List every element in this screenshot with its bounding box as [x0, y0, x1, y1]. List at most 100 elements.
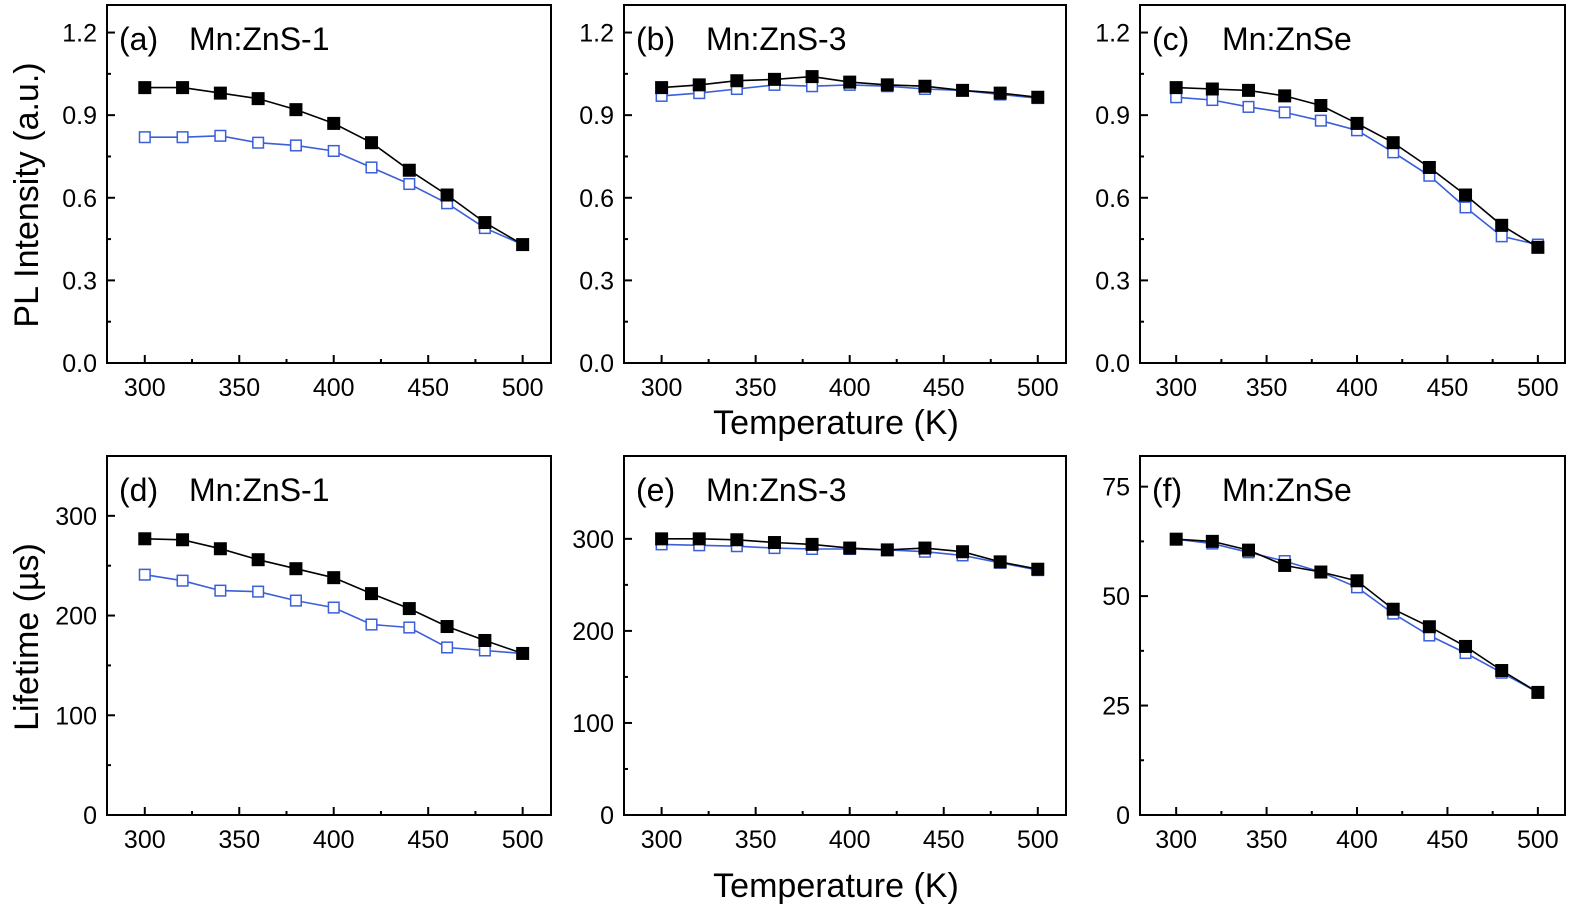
- y-tick-label: 75: [1102, 474, 1130, 502]
- y-tick-label: 0: [1116, 802, 1130, 830]
- y-tick-label: 200: [572, 618, 614, 646]
- chart-panel: 300 350 400 450 500 0 25 50 75 (f) Mn:ZnSe: [1102, 455, 1566, 854]
- y-tick-label: 0.9: [1095, 102, 1130, 130]
- y-tick-label: 0.0: [62, 350, 97, 378]
- data-point: [365, 136, 379, 150]
- data-point: [730, 74, 744, 88]
- y-tick-label: 25: [1102, 693, 1130, 721]
- x-tick-label: 450: [923, 826, 965, 854]
- data-point: [730, 533, 744, 547]
- data-point: [516, 238, 530, 252]
- x-tick-label: 350: [735, 826, 777, 854]
- data-point: [176, 574, 189, 587]
- data-point: [1350, 116, 1364, 130]
- x-tick-label: 300: [641, 374, 683, 402]
- data-point: [1495, 664, 1509, 678]
- data-point: [214, 129, 227, 142]
- series-line: [144, 538, 523, 655]
- x-tick-label: 450: [407, 826, 449, 854]
- data-point: [805, 70, 819, 84]
- y-tick-label: 100: [572, 710, 614, 738]
- y-tick-label: 0: [83, 802, 97, 830]
- data-point: [327, 116, 341, 130]
- data-point: [1459, 201, 1472, 214]
- data-point: [1386, 136, 1400, 150]
- data-point: [138, 131, 151, 144]
- data-point: [918, 79, 932, 93]
- data-point: [956, 83, 970, 97]
- x-axis-title-temperature-bottom: Temperature (K): [713, 867, 959, 905]
- data-point: [1495, 218, 1509, 232]
- data-point: [176, 81, 190, 95]
- panel-label: (f): [1152, 472, 1182, 508]
- panel-title: Mn:ZnS-1: [189, 21, 329, 57]
- y-tick-label: 0.6: [1095, 185, 1130, 213]
- y-tick-label: 0.3: [579, 267, 614, 295]
- data-point: [1459, 639, 1473, 653]
- data-point: [1386, 602, 1400, 616]
- data-point: [138, 81, 152, 95]
- x-tick-label: 450: [407, 374, 449, 402]
- x-tick-label: 400: [1336, 374, 1378, 402]
- data-point: [1314, 99, 1328, 113]
- data-point: [1205, 82, 1219, 96]
- x-tick-label: 400: [313, 374, 355, 402]
- data-point: [252, 585, 265, 598]
- data-point: [327, 601, 340, 614]
- data-point: [993, 86, 1007, 100]
- y-tick-label: 0.0: [1095, 350, 1130, 378]
- data-point: [478, 633, 492, 647]
- data-point: [440, 188, 454, 202]
- data-point: [365, 161, 378, 174]
- data-point: [402, 602, 416, 616]
- data-point: [365, 618, 378, 631]
- chart-panel: 300 350 400 450 500 0.0 0.3 0.6 0.9 1.2 (b) Mn:ZnS-…: [579, 4, 1067, 402]
- data-point: [289, 594, 302, 607]
- panel-label: (d): [119, 472, 158, 508]
- data-point: [1242, 100, 1255, 113]
- panel-title: Mn:ZnS-3: [706, 21, 846, 57]
- x-tick-label: 300: [124, 374, 166, 402]
- x-tick-label: 500: [502, 374, 544, 402]
- y-tick-label: 0.3: [1095, 267, 1130, 295]
- x-tick-label: 350: [1246, 374, 1288, 402]
- data-point: [918, 541, 932, 555]
- y-tick-label: 0.9: [62, 102, 97, 130]
- data-point: [1031, 90, 1045, 104]
- data-point: [1531, 240, 1545, 254]
- data-point: [993, 555, 1007, 569]
- x-tick-label: 300: [641, 826, 683, 854]
- data-point: [1422, 620, 1436, 634]
- data-point: [805, 537, 819, 551]
- y-tick-label: 300: [572, 526, 614, 554]
- data-point: [1031, 562, 1045, 576]
- x-tick-label: 300: [1155, 374, 1197, 402]
- y-tick-label: 50: [1102, 583, 1130, 611]
- y-tick-label: 0: [600, 802, 614, 830]
- data-point: [880, 543, 894, 557]
- data-point: [1531, 685, 1545, 699]
- y-tick-label: 200: [55, 603, 97, 631]
- x-tick-label: 500: [1517, 374, 1559, 402]
- x-tick-label: 350: [735, 374, 777, 402]
- x-tick-label: 450: [1427, 826, 1469, 854]
- data-point: [1314, 114, 1327, 127]
- data-point: [1169, 532, 1183, 546]
- data-point: [767, 536, 781, 550]
- data-point: [441, 641, 454, 654]
- x-tick-label: 450: [923, 374, 965, 402]
- x-tick-label: 500: [502, 826, 544, 854]
- data-point: [843, 541, 857, 555]
- data-point: [327, 144, 340, 158]
- x-tick-label: 450: [1427, 374, 1469, 402]
- data-point: [1206, 93, 1219, 107]
- data-point: [1459, 188, 1473, 202]
- y-axis-title-pl-intensity: PL Intensity (a.u.): [8, 62, 46, 327]
- data-point: [1169, 81, 1183, 95]
- x-tick-label: 400: [1336, 826, 1378, 854]
- y-tick-label: 0.3: [62, 267, 97, 295]
- y-tick-label: 1.2: [62, 20, 97, 48]
- data-point: [289, 103, 303, 117]
- data-point: [138, 532, 152, 546]
